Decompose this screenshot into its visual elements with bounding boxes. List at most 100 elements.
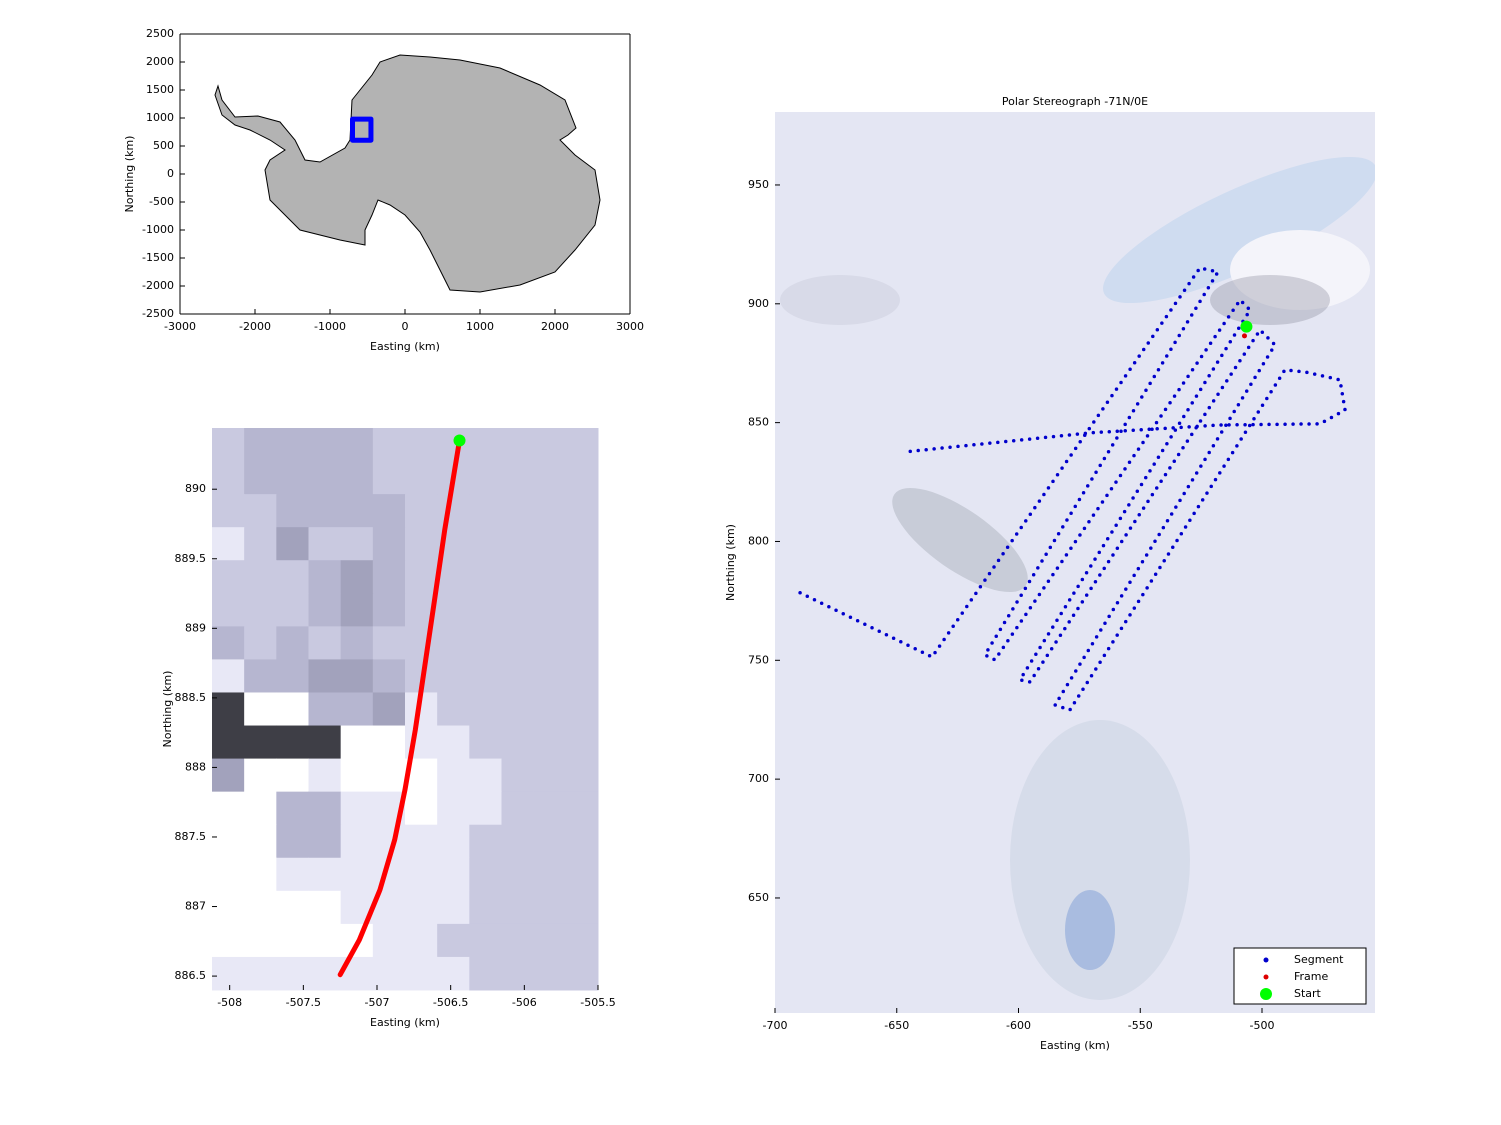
image-pixel [308,758,342,793]
image-pixel [212,791,245,826]
image-pixel [276,791,309,826]
image-pixel [565,461,599,495]
image-pixel [533,923,567,958]
image-pixel [276,527,309,561]
image-pixel [437,626,470,660]
image-pixel [340,791,374,826]
track-line [350,116,374,143]
image-pixel [372,527,406,561]
image-pixel [501,758,535,793]
image-pixel [308,461,342,495]
y-axis-label: Northing (km) [161,671,174,748]
y-tick-label: -1500 [142,251,174,264]
y-tick-label: 887.5 [175,830,207,843]
y-tick-label: 2500 [146,27,174,40]
y-tick-label: 2000 [146,55,174,68]
y-tick-label: 800 [748,534,769,547]
image-pixel [501,791,535,826]
image-pixel [437,494,470,528]
y-tick-label: 700 [748,772,769,785]
image-pixel [533,758,567,793]
image-pixel [276,758,309,793]
y-tick-label: 750 [748,653,769,666]
image-pixel [469,527,502,561]
image-pixel [469,857,502,892]
x-tick-label: -507.5 [286,996,321,1009]
x-tick-label: -506.5 [433,996,468,1009]
image-pixel [340,428,374,462]
image-pixel [501,923,535,958]
image-pixel [340,527,374,561]
image-pixel [244,824,277,859]
track-line [798,266,1347,712]
image-pixel [437,725,470,760]
image-pixel [565,824,599,859]
image-pixel [437,593,470,627]
satellite-image [775,112,1375,1013]
image-pixel [372,560,406,594]
image-pixel [372,758,406,793]
x-axis-label: Easting (km) [370,340,440,353]
image-pixel [533,560,567,594]
y-tick-label: 1000 [146,111,174,124]
image-pixel [372,428,406,462]
zoom-image [212,428,599,991]
image-pixel [244,494,277,528]
image-pixel [276,923,309,958]
image-pixel [372,659,406,693]
legend-label: Start [1294,987,1322,1000]
x-axis-label: Easting (km) [1040,1039,1110,1052]
y-tick-label: 900 [748,297,769,310]
image-pixel [533,956,567,991]
y-tick-label: 1500 [146,83,174,96]
y-tick-label: -1000 [142,223,174,236]
x-tick-label: -508 [217,996,242,1009]
image-pixel [276,494,309,528]
image-pixel [340,494,374,528]
image-pixel [469,692,502,727]
image-pixel [405,560,438,594]
image-pixel [340,725,374,760]
image-pixel [212,428,245,462]
image-pixel [276,593,309,627]
y-tick-label: 886.5 [175,969,207,982]
image-pixel [276,725,309,760]
image-pixel [469,659,502,693]
image-pixel [533,659,567,693]
image-pixel [437,824,470,859]
image-pixel [565,560,599,594]
image-pixel [565,692,599,727]
image-pixel [244,527,277,561]
image-pixel [372,593,406,627]
x-tick-label: -550 [1128,1019,1153,1032]
image-pixel [244,758,277,793]
image-pixel [308,890,342,925]
image-pixel [340,560,374,594]
image-pixel [308,956,342,991]
image-pixel [212,461,245,495]
image-pixel [308,527,342,561]
x-tick-label: -500 [1250,1019,1275,1032]
image-pixel [212,857,245,892]
image-pixel [533,626,567,660]
image-pixel [501,593,535,627]
image-pixel [308,923,342,958]
track-line [337,438,463,978]
legend-label: Segment [1294,953,1344,966]
image-pixel [437,560,470,594]
image-pixel [565,659,599,693]
image-pixel [308,560,342,594]
image-pixel [244,428,277,462]
y-tick-label: 889.5 [175,552,207,565]
image-pixel [437,428,470,462]
image-pixel [340,626,374,660]
image-pixel [212,890,245,925]
image-pixel [565,593,599,627]
image-pixel [405,527,438,561]
image-pixel [469,626,502,660]
image-pixel [469,461,502,495]
legend-label: Frame [1294,970,1329,983]
image-pixel [533,461,567,495]
image-pixel [469,428,502,462]
